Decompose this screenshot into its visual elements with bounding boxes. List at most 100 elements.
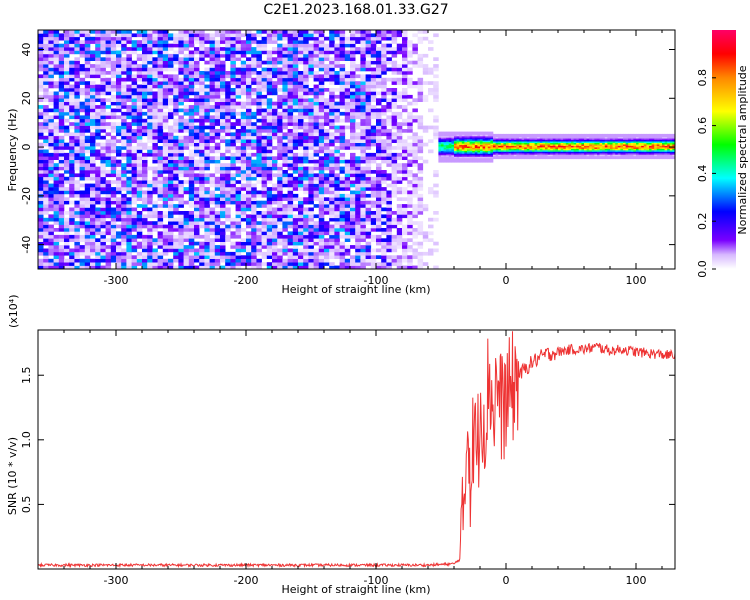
spectrogram-cell xyxy=(402,108,408,113)
spectrogram-cell xyxy=(69,30,75,34)
spectrogram-cell xyxy=(173,88,179,92)
spectrogram-cell xyxy=(100,125,106,130)
spectrogram-cell xyxy=(370,217,377,222)
spectrogram-cell xyxy=(287,132,294,137)
spectrogram-cell xyxy=(84,190,91,195)
spectrogram-cell xyxy=(173,170,179,174)
spectrogram-cell xyxy=(142,193,148,198)
spectrogram-cell xyxy=(58,149,65,154)
spectrogram-cell xyxy=(313,71,320,75)
spectrogram-cell xyxy=(256,159,262,164)
spectrogram-cell xyxy=(183,265,190,269)
spectrogram-signal-cell xyxy=(456,155,460,157)
spectrogram-cell xyxy=(90,207,96,212)
spectrogram-signal-cell xyxy=(485,138,489,141)
spectrogram-cell xyxy=(204,197,210,201)
spectrogram-signal-cell xyxy=(469,140,473,143)
spectrogram-cell xyxy=(58,190,65,195)
spectrogram-cell xyxy=(324,53,330,58)
spectrogram-cell xyxy=(235,221,242,225)
spectrogram-cell xyxy=(126,77,132,82)
spectrogram-cell xyxy=(386,221,392,225)
spectrogram-cell xyxy=(313,36,320,41)
spectrogram-cell xyxy=(365,139,372,143)
spectrogram-cell xyxy=(422,53,429,58)
spectrogram-cell xyxy=(178,101,184,106)
spectrogram-cell xyxy=(396,221,403,225)
spectrogram-cell xyxy=(235,139,242,143)
spectrogram-cell xyxy=(142,64,148,68)
spectrogram-cell xyxy=(235,50,242,55)
spectrogram-cell xyxy=(100,170,106,174)
spectrogram-cell xyxy=(365,67,372,72)
spectrogram-cell xyxy=(136,255,143,259)
spectrogram-cell xyxy=(69,159,75,164)
spectrogram-cell xyxy=(214,248,221,253)
spectrogram-cell xyxy=(43,74,49,79)
spectrogram-cell xyxy=(376,197,382,201)
spectrogram-cell xyxy=(220,71,226,75)
spectrogram-cell xyxy=(266,64,273,68)
spectrogram-cell xyxy=(194,265,200,269)
spectrogram-cell xyxy=(100,88,106,92)
spectrogram-signal-cell xyxy=(464,157,468,160)
spectrogram-cell xyxy=(116,91,122,96)
spectrogram-cell xyxy=(230,245,236,249)
spectrogram-cell xyxy=(402,248,408,253)
spectrogram-signal-cell xyxy=(441,133,444,135)
spectrogram-cell xyxy=(131,67,138,72)
spectrogram-signal-cell xyxy=(438,143,442,146)
spectrogram-cell xyxy=(360,40,366,44)
spectrogram-cell xyxy=(396,105,403,109)
spectrogram-cell xyxy=(105,228,112,232)
spectrogram-cell xyxy=(272,57,278,61)
spectrogram-cell xyxy=(38,262,44,266)
spectrogram-cell xyxy=(235,200,242,205)
spectrogram-cell xyxy=(214,214,221,219)
spectrogram-cell xyxy=(240,217,247,222)
spectrogram-cell xyxy=(391,146,398,150)
spectrogram-cell xyxy=(251,135,257,140)
spectrogram-cell xyxy=(183,234,190,239)
spectrogram-cell xyxy=(69,88,75,92)
spectrogram-signal-cell xyxy=(474,150,478,153)
spectrogram-cell xyxy=(121,224,127,229)
spectrogram-cell xyxy=(407,183,413,188)
spectrogram-cell xyxy=(95,36,101,41)
spectrogram-cell xyxy=(214,53,221,58)
spectrogram-cell xyxy=(344,193,351,198)
spectrogram-cell xyxy=(412,228,418,232)
spectrogram-cell xyxy=(214,197,221,201)
spectrogram-signal-cell xyxy=(438,155,442,157)
spectrogram-cell xyxy=(100,43,106,48)
spectrogram-cell xyxy=(64,81,70,85)
spectrogram-signal-cell xyxy=(467,159,470,162)
spectrogram-cell xyxy=(105,40,112,44)
spectrogram-cell xyxy=(386,197,392,201)
spectrogram-cell xyxy=(308,118,314,123)
spectrogram-cell xyxy=(256,33,262,38)
spectrogram-cell xyxy=(220,152,226,157)
spectrogram-cell xyxy=(209,33,216,38)
spectrogram-cell xyxy=(79,33,86,38)
spectrogram-signal-cell xyxy=(464,152,468,154)
spectrogram-cell xyxy=(116,67,122,72)
spectrogram-cell xyxy=(230,156,236,160)
spectrogram-cell xyxy=(48,183,54,188)
spectrogram-cell xyxy=(303,238,309,242)
spectrogram-signal-cell xyxy=(485,141,489,144)
spectrogram-cell xyxy=(282,152,288,157)
spectrogram-cell xyxy=(417,231,424,236)
spectrogram-cell xyxy=(282,163,288,167)
spectrogram-cell xyxy=(43,108,49,113)
spectrogram-cell xyxy=(402,98,408,102)
spectrogram-cell xyxy=(188,30,195,34)
spectrogram-cell xyxy=(407,146,413,150)
spectrogram-cell xyxy=(422,142,429,147)
spectrogram-signal-cell xyxy=(467,155,470,157)
spectrogram-cell xyxy=(64,170,70,174)
spectrogram-cell xyxy=(162,98,169,102)
spectrogram-cell xyxy=(43,30,49,34)
spectrogram-cell xyxy=(121,183,127,188)
